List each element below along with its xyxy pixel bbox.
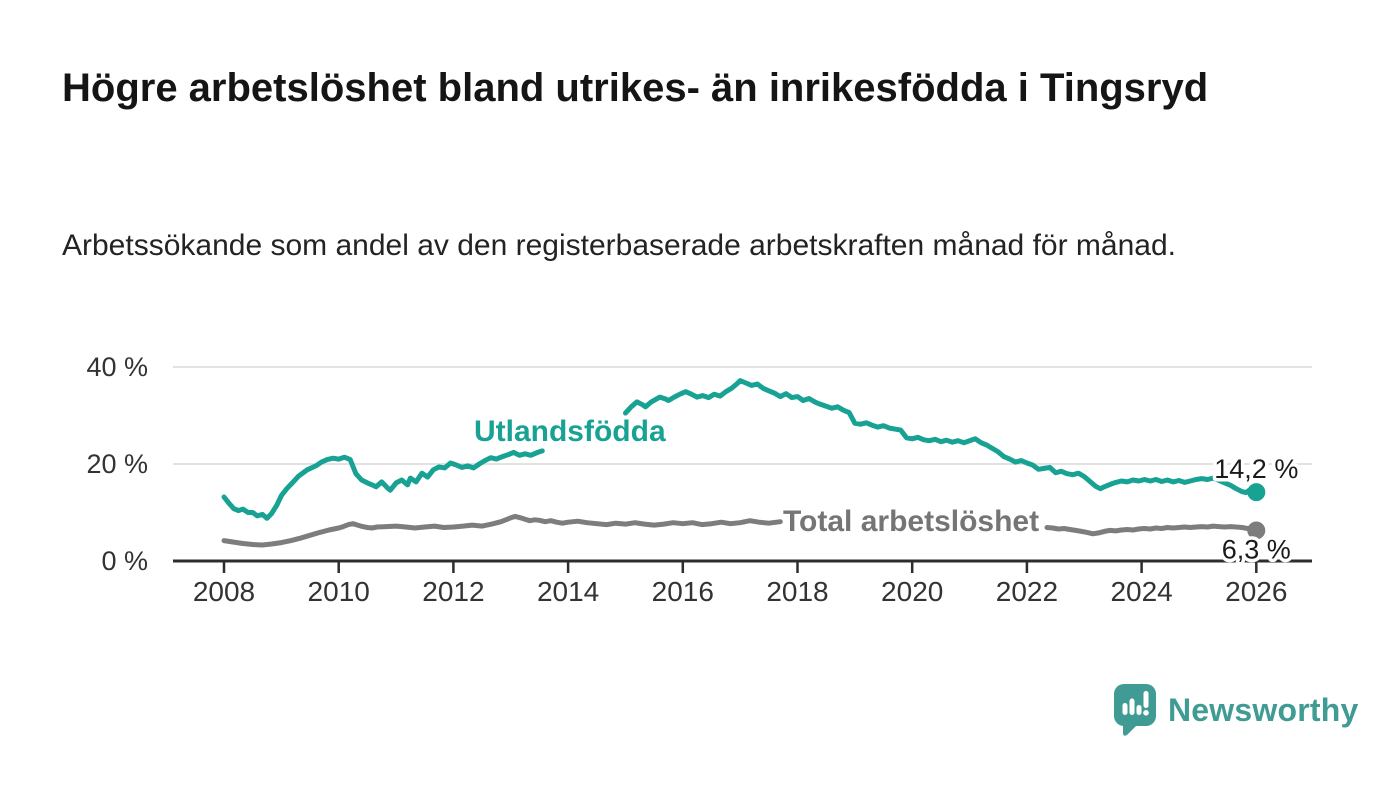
series-end-value-label-1: 6,3 % bbox=[1222, 534, 1291, 564]
newsworthy-logo-icon bbox=[1114, 684, 1156, 736]
x-tick-label: 2024 bbox=[1110, 576, 1172, 607]
newsworthy-logo: Newsworthy bbox=[1113, 683, 1358, 737]
series-line-1 bbox=[221, 513, 783, 548]
x-tick-label: 2022 bbox=[996, 576, 1058, 607]
x-tick-label: 2010 bbox=[308, 576, 370, 607]
x-tick-label: 2020 bbox=[881, 576, 943, 607]
series-line-0 bbox=[221, 448, 545, 521]
series-name-label-1: Total arbetslöshet bbox=[783, 505, 1039, 538]
series-line-0 bbox=[623, 378, 1259, 496]
series-end-dot-1 bbox=[1247, 521, 1266, 540]
newsworthy-wordmark: Newsworthy bbox=[1168, 691, 1359, 728]
series-end-value-label-0: 14,2 % bbox=[1214, 454, 1298, 484]
x-tick-label: 2012 bbox=[422, 576, 484, 607]
series-name-label-0: Utlandsfödda bbox=[474, 415, 666, 448]
series-end-dot-0 bbox=[1247, 483, 1266, 502]
x-tick-label: 2018 bbox=[766, 576, 828, 607]
page-title: Högre arbetslöshet bland utrikes- än inr… bbox=[62, 66, 1209, 110]
chart-subtitle: Arbetssökande som andel av den registerb… bbox=[62, 229, 1176, 262]
y-tick-label: 20 % bbox=[86, 449, 148, 479]
y-tick-label: 40 % bbox=[86, 352, 148, 382]
y-tick-label: 0 % bbox=[101, 546, 148, 576]
series-line-1 bbox=[1044, 523, 1259, 537]
x-tick-label: 2008 bbox=[193, 576, 255, 607]
x-tick-label: 2026 bbox=[1225, 576, 1287, 607]
x-tick-label: 2014 bbox=[537, 576, 599, 607]
x-tick-label: 2016 bbox=[652, 576, 714, 607]
